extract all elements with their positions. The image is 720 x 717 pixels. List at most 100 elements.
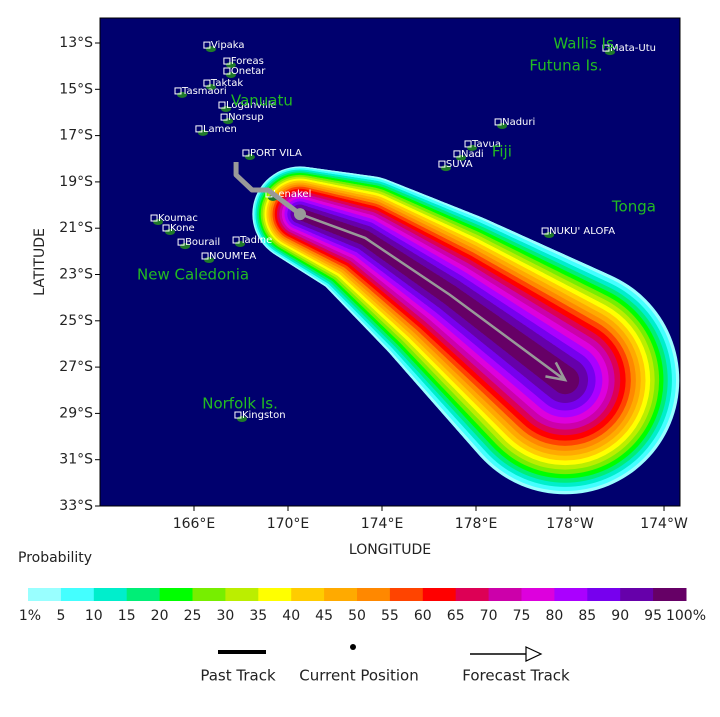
colorbar-swatch <box>60 588 95 601</box>
region-label: Tonga <box>611 197 656 215</box>
region-label: Futuna Is. <box>529 57 602 75</box>
legend-forecast-arrow <box>525 646 543 662</box>
x-tick-label: 174°E <box>361 516 404 532</box>
colorbar-label: 55 <box>381 608 399 624</box>
place-label: Tavua <box>471 139 501 150</box>
colorbar-label: 40 <box>282 608 300 624</box>
y-tick-label: 23°S <box>59 267 93 283</box>
place-marker <box>174 87 182 95</box>
place-label: SUVA <box>446 159 473 170</box>
colorbar-swatch <box>422 588 457 601</box>
colorbar-label: 30 <box>216 608 234 624</box>
place-label: Taktak <box>210 78 243 89</box>
y-tick-label: 19°S <box>59 174 93 190</box>
place-marker <box>218 101 226 109</box>
region-label: New Caledonia <box>137 265 249 283</box>
colorbar-label: 90 <box>611 608 629 624</box>
colorbar-swatch <box>357 588 391 601</box>
legend-past: Past Track <box>200 667 276 685</box>
place-label: Onetar <box>231 66 266 77</box>
colorbar-label: 1% <box>19 608 41 624</box>
colorbar-swatch <box>554 588 588 601</box>
place-label: Kone <box>170 223 195 234</box>
place-marker <box>203 41 211 49</box>
place-marker <box>602 44 610 52</box>
place-marker <box>232 236 240 244</box>
x-tick-label: 174°W <box>640 516 688 532</box>
place-marker <box>162 224 170 232</box>
place-marker <box>438 160 446 168</box>
x-tick-label: 178°W <box>546 516 594 532</box>
region-label: Norfolk Is. <box>202 395 278 413</box>
colorbar-swatch <box>587 588 621 601</box>
y-tick-label: 25°S <box>59 313 93 329</box>
colorbar-label: 15 <box>118 608 136 624</box>
colorbar-swatch <box>192 588 226 601</box>
place-label: Tasmaori <box>181 86 227 97</box>
place-label: NOUM'EA <box>209 251 256 262</box>
legend-current-symbol <box>350 644 356 650</box>
colorbar-swatch <box>258 588 292 601</box>
y-tick-label: 27°S <box>59 359 93 375</box>
place-marker <box>453 150 461 158</box>
place-marker <box>177 238 185 246</box>
colorbar-swatch <box>225 588 259 601</box>
place-label: Loganville <box>226 100 277 111</box>
y-tick-label: 17°S <box>59 128 93 144</box>
place-marker <box>242 149 250 157</box>
y-tick-label: 21°S <box>59 220 93 236</box>
x-tick-label: 178°E <box>455 516 498 532</box>
y-tick-label: 15°S <box>59 81 93 97</box>
colorbar-swatch <box>653 588 687 601</box>
colorbar-label: 45 <box>315 608 333 624</box>
colorbar-swatch <box>291 588 325 601</box>
region-label: Fiji <box>492 142 512 160</box>
colorbar-title: Probability <box>18 550 92 566</box>
x-tick-label: 166°E <box>173 516 216 532</box>
region-label: Vanuatu <box>231 91 293 109</box>
legend-forecast: Forecast Track <box>462 667 570 685</box>
y-tick-label: 29°S <box>59 405 93 421</box>
y-tick-label: 33°S <box>59 498 93 514</box>
colorbar-label: 50 <box>348 608 366 624</box>
place-label: Mata-Utu <box>610 43 656 54</box>
y-axis-label: LATITUDE <box>32 228 48 296</box>
place-label: Norsup <box>228 112 264 123</box>
x-tick-label: 170°E <box>267 516 310 532</box>
colorbar-swatch <box>324 588 358 601</box>
place-marker <box>223 57 231 65</box>
place-label: Foreas <box>231 56 264 67</box>
colorbar-label: 95 <box>644 608 662 624</box>
place-marker <box>223 67 231 75</box>
colorbar-swatch <box>93 588 128 601</box>
place-label: Lamen <box>203 124 237 135</box>
place-label: PORT VILA <box>250 148 302 159</box>
colorbar-swatch <box>521 588 555 601</box>
place-marker <box>464 140 472 148</box>
forecast-arrowhead <box>545 361 568 382</box>
place-label: NUKU' ALOFA <box>549 226 615 237</box>
place-label: Koumac <box>158 213 198 224</box>
colorbar-label: 60 <box>414 608 432 624</box>
colorbar-label: 65 <box>447 608 465 624</box>
x-axis-label: LONGITUDE <box>349 542 431 558</box>
place-marker <box>203 79 211 87</box>
forecast-track <box>299 212 566 382</box>
colorbar-label: 10 <box>85 608 103 624</box>
plot-frame <box>99 17 681 507</box>
place-label: Kingston <box>242 410 286 421</box>
legend-current: Current Position <box>299 667 419 685</box>
current-position <box>293 208 306 221</box>
colorbar-label: 80 <box>545 608 563 624</box>
place-marker <box>541 227 549 235</box>
colorbar-label: 70 <box>480 608 498 624</box>
place-marker <box>494 118 502 126</box>
place-label: Naduri <box>502 117 535 128</box>
y-tick-label: 13°S <box>59 35 93 51</box>
colorbar-swatch <box>159 588 193 601</box>
colorbar-label: 100% <box>666 608 706 624</box>
place-label: Tadine <box>239 235 272 246</box>
place-label: Vipaka <box>211 40 245 51</box>
